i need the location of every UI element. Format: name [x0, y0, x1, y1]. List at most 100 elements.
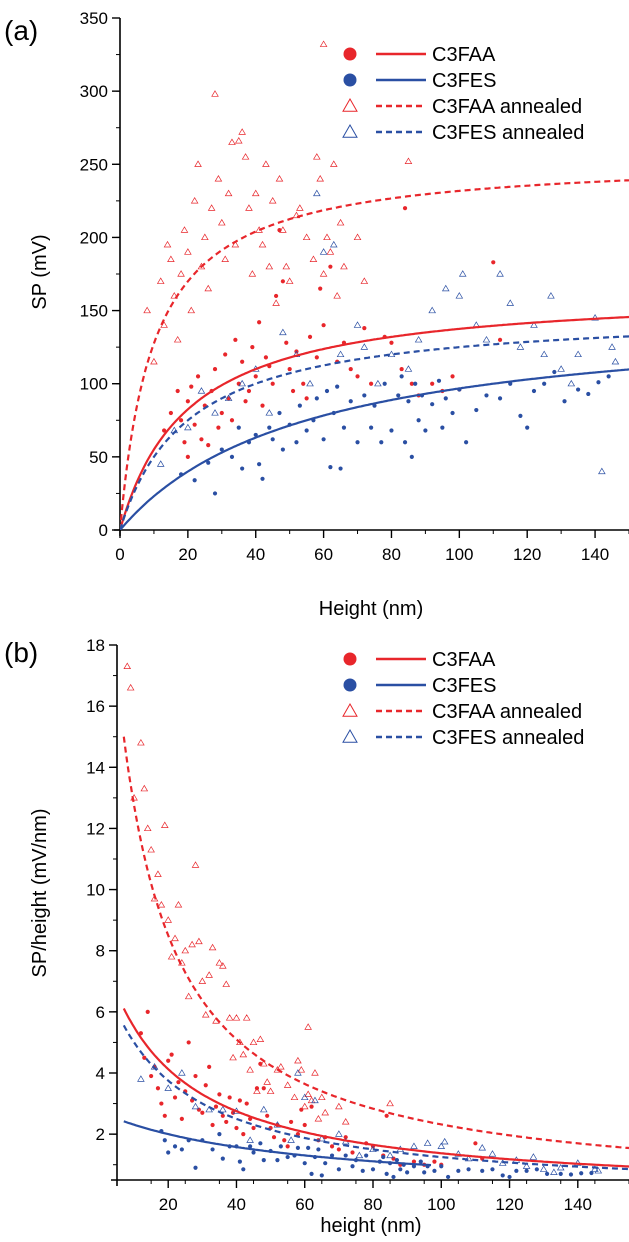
- data-point-triangle: [268, 196, 277, 204]
- data-point: [589, 1170, 594, 1176]
- legend-label: C3FES annealed: [432, 122, 584, 144]
- data-point-triangle: [353, 233, 362, 241]
- data-point-triangle: [279, 328, 287, 336]
- data-point-triangle: [224, 189, 233, 197]
- x-tick-label: 120: [495, 1195, 523, 1214]
- data-point-triangle: [319, 248, 328, 255]
- fit-curve: [120, 368, 629, 530]
- data-point-triangle: [313, 189, 321, 197]
- data-point-triangle: [205, 1105, 213, 1113]
- data-point: [244, 1101, 249, 1106]
- data-point: [223, 352, 228, 357]
- data-point-triangle: [316, 175, 325, 182]
- data-point: [270, 381, 275, 386]
- data-point-triangle: [207, 204, 216, 211]
- data-point-triangle: [333, 292, 341, 299]
- data-point-triangle: [414, 335, 423, 343]
- data-point-triangle: [221, 255, 230, 262]
- data-point: [162, 1138, 167, 1143]
- data-point-triangle: [194, 160, 202, 167]
- data-point-triangle: [440, 1137, 449, 1145]
- data-point: [542, 381, 547, 386]
- data-point: [321, 437, 326, 442]
- data-point: [524, 1168, 529, 1173]
- data-point: [360, 1168, 365, 1173]
- data-point-triangle: [591, 1165, 599, 1172]
- y-tick-label: 100: [80, 375, 108, 394]
- data-point: [370, 1167, 376, 1172]
- legend-marker: [343, 652, 357, 666]
- data-point-triangle: [574, 350, 582, 358]
- data-point: [445, 1174, 451, 1180]
- data-point-triangle: [177, 270, 185, 277]
- data-point: [384, 1113, 389, 1118]
- data-point-triangle: [547, 292, 555, 299]
- data-point-triangle: [387, 350, 396, 358]
- data-point: [257, 320, 262, 325]
- data-point: [319, 1173, 324, 1178]
- data-point: [409, 454, 414, 459]
- data-point-triangle: [302, 233, 311, 241]
- data-point: [189, 384, 194, 389]
- data-point: [243, 399, 248, 404]
- data-point-triangle: [275, 175, 284, 182]
- data-point: [267, 425, 272, 430]
- legend-label: C3FAA annealed: [432, 96, 582, 118]
- legend: C3FAA C3FES C3FAA annealed C3FES annealed: [342, 44, 584, 144]
- x-tick-label: 0: [115, 545, 124, 564]
- data-point-triangle: [313, 153, 321, 160]
- data-point: [185, 399, 190, 404]
- data-point: [318, 286, 323, 291]
- data-point-triangle: [437, 1142, 446, 1149]
- data-point: [369, 425, 374, 430]
- data-point-triangle: [249, 1038, 258, 1046]
- data-point: [348, 399, 353, 404]
- data-point: [253, 432, 258, 438]
- data-point-triangle: [160, 821, 169, 828]
- data-point: [271, 1135, 277, 1140]
- legend-marker: [342, 97, 358, 112]
- data-point-triangle: [287, 1136, 295, 1143]
- panel-b-label: (b): [4, 637, 38, 668]
- data-point-triangle: [170, 292, 179, 299]
- data-point: [246, 388, 252, 394]
- data-point: [294, 440, 299, 445]
- panel-a-chart: (a) Height (nm) SP (mV) 0 20 40 60 80 100 120 1…: [4, 9, 629, 620]
- data-point: [172, 1144, 178, 1149]
- data-point: [405, 1170, 410, 1175]
- data-point: [399, 374, 404, 379]
- data-point-triangle: [594, 1166, 603, 1174]
- data-point: [396, 393, 401, 398]
- data-point: [525, 425, 530, 430]
- y-tick-label: 4: [96, 1064, 105, 1083]
- data-point: [219, 410, 224, 416]
- data-point-triangle: [258, 240, 267, 248]
- data-point-triangle: [300, 1093, 309, 1101]
- data-point-triangle: [191, 1102, 200, 1110]
- data-point: [518, 413, 523, 418]
- data-point: [398, 1167, 403, 1172]
- data-point: [290, 388, 296, 394]
- data-point-triangle: [208, 943, 217, 951]
- data-point: [350, 1150, 355, 1155]
- data-point-triangle: [211, 90, 219, 97]
- data-point: [175, 388, 180, 394]
- data-point-triangle: [374, 379, 382, 387]
- data-point-triangle: [323, 233, 331, 241]
- data-point: [179, 1147, 184, 1152]
- data-point-triangle: [557, 365, 565, 372]
- data-point-triangle: [540, 350, 548, 358]
- data-point-triangle: [598, 467, 606, 475]
- data-point: [263, 355, 269, 360]
- y-tick-label: 10: [86, 881, 105, 900]
- data-point: [285, 1144, 290, 1149]
- y-tick-label: 350: [80, 9, 108, 28]
- data-point-triangle: [239, 1050, 248, 1058]
- data-point: [306, 1145, 311, 1150]
- data-point: [275, 1158, 280, 1163]
- fit-curve: [120, 315, 629, 530]
- data-point: [430, 381, 435, 386]
- data-point-triangle: [156, 460, 165, 467]
- data-point: [381, 1154, 386, 1160]
- data-point: [391, 1174, 396, 1180]
